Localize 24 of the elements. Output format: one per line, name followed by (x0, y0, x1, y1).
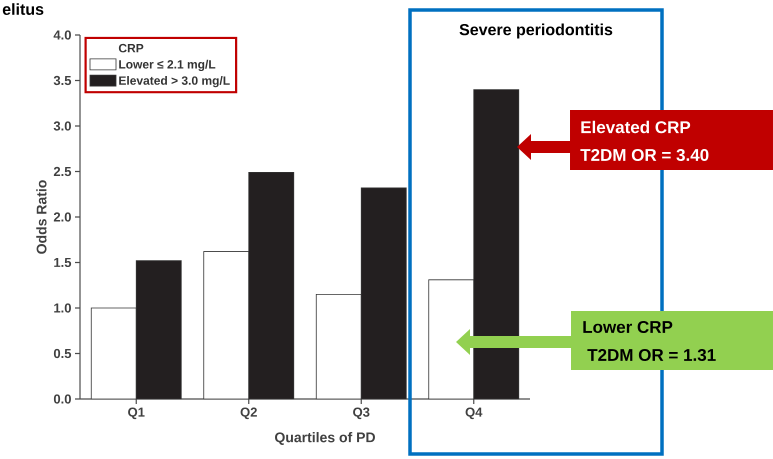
text: T2DM OR = 3.40 (580, 148, 708, 162)
x-axis-title: Quartiles of PD (275, 432, 375, 445)
y-axis-title: Odds Ratio (36, 180, 47, 254)
legend-label: Elevated > 3.0 mg/L (119, 76, 230, 88)
y-tick-label: 2.5 (54, 166, 72, 176)
chart-title: elitus (2, 3, 44, 15)
x-tick-label: Q4 (466, 408, 482, 420)
y-tick-label: 3.0 (54, 121, 71, 131)
text: Lower CRP (583, 320, 672, 334)
y-tick-label: 1.0 (54, 303, 71, 313)
y-tick-label: 0.0 (54, 394, 71, 404)
y-tick-label: 0.5 (54, 348, 72, 358)
annotation: Severe periodontitis (460, 24, 612, 38)
y-tick-label: 3.5 (54, 76, 72, 86)
x-tick-label: Q3 (353, 408, 370, 420)
y-tick-label: 2.0 (54, 212, 71, 222)
legend-label: Lower ≤ 2.1 mg/L (119, 60, 216, 72)
x-tick-label: Q1 (128, 408, 145, 420)
text: Elevated CRP (581, 120, 690, 134)
legend-title: CRP (118, 44, 144, 52)
y-tick-label: 4.0 (54, 30, 71, 40)
y-tick-label: 1.5 (54, 258, 72, 268)
x-tick-label: Q2 (240, 408, 257, 420)
text: T2DM OR = 1.31 (587, 348, 716, 362)
